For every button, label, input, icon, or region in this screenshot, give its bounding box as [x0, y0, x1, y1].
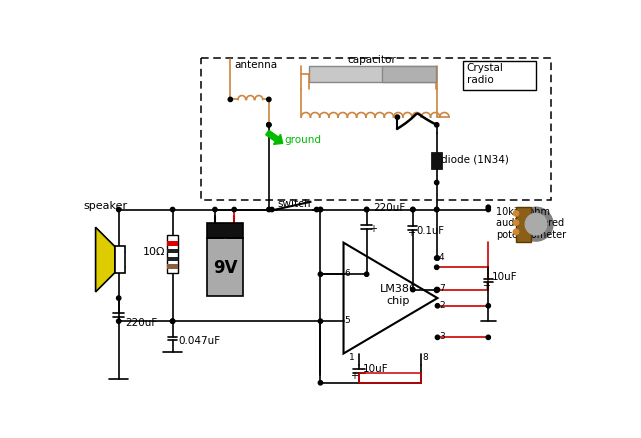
Circle shape	[411, 208, 415, 212]
Circle shape	[513, 220, 519, 226]
Circle shape	[171, 208, 175, 212]
Circle shape	[267, 124, 271, 128]
FancyArrow shape	[266, 131, 283, 145]
Text: diode (1N34): diode (1N34)	[440, 154, 508, 164]
Circle shape	[435, 208, 439, 212]
Text: +: +	[369, 224, 377, 234]
Circle shape	[435, 181, 439, 185]
Text: 7: 7	[439, 284, 445, 293]
Circle shape	[365, 208, 369, 212]
Circle shape	[513, 230, 519, 235]
Bar	[167, 235, 178, 274]
Circle shape	[525, 214, 547, 235]
Circle shape	[319, 319, 322, 324]
Text: 2: 2	[439, 300, 445, 309]
Circle shape	[267, 124, 271, 128]
Bar	[115, 247, 125, 273]
Circle shape	[171, 319, 175, 324]
Circle shape	[411, 288, 415, 292]
Circle shape	[232, 208, 237, 212]
Circle shape	[267, 98, 271, 102]
Circle shape	[411, 208, 415, 212]
Text: 10uF: 10uF	[492, 272, 518, 282]
Circle shape	[365, 208, 369, 212]
Bar	[309, 67, 436, 83]
Circle shape	[117, 296, 121, 300]
Circle shape	[486, 205, 490, 210]
Text: +: +	[114, 315, 122, 325]
Circle shape	[435, 256, 440, 261]
Bar	[201, 59, 551, 201]
Circle shape	[319, 208, 322, 212]
Circle shape	[315, 208, 319, 212]
Bar	[207, 238, 243, 296]
Circle shape	[319, 272, 322, 277]
Text: speaker: speaker	[83, 201, 128, 211]
Circle shape	[435, 288, 440, 292]
Circle shape	[213, 208, 217, 212]
Circle shape	[228, 98, 233, 102]
Text: 220uF: 220uF	[125, 318, 157, 328]
Text: +: +	[482, 281, 490, 291]
Text: +: +	[350, 371, 358, 381]
Text: 0.1uF: 0.1uF	[417, 226, 445, 235]
Bar	[463, 62, 536, 91]
Bar	[359, 373, 421, 383]
Circle shape	[365, 272, 369, 277]
Circle shape	[435, 336, 440, 340]
Circle shape	[395, 116, 399, 120]
Circle shape	[435, 124, 439, 128]
Bar	[207, 223, 243, 238]
Bar	[382, 67, 436, 83]
Text: LM386
chip: LM386 chip	[379, 284, 417, 305]
Text: capacitor: capacitor	[347, 55, 396, 65]
Circle shape	[435, 288, 439, 292]
Circle shape	[486, 208, 490, 212]
Text: 1: 1	[349, 352, 355, 361]
Circle shape	[435, 208, 439, 212]
Circle shape	[171, 319, 175, 324]
Circle shape	[267, 208, 271, 212]
Bar	[431, 152, 442, 170]
Circle shape	[435, 304, 440, 308]
Circle shape	[519, 208, 553, 241]
Text: 8: 8	[423, 352, 429, 361]
Circle shape	[486, 304, 490, 308]
Circle shape	[435, 265, 439, 270]
Circle shape	[117, 208, 121, 212]
Text: Crystal
radio: Crystal radio	[467, 64, 504, 85]
Text: 10kilo ohm
audio tapered
potentiometer: 10kilo ohm audio tapered potentiometer	[496, 206, 566, 239]
Bar	[167, 249, 178, 254]
Text: 9V: 9V	[213, 258, 237, 276]
Bar	[167, 257, 178, 261]
Text: 10uF: 10uF	[363, 363, 388, 373]
Text: antenna: antenna	[234, 60, 278, 70]
Text: 220uF: 220uF	[374, 202, 406, 212]
Circle shape	[319, 381, 322, 385]
Circle shape	[435, 289, 439, 293]
Text: +: +	[406, 228, 415, 238]
Circle shape	[319, 208, 322, 212]
Circle shape	[513, 211, 519, 216]
Circle shape	[117, 319, 121, 324]
Bar	[167, 241, 178, 246]
Text: ground: ground	[284, 135, 321, 145]
Circle shape	[486, 336, 490, 340]
Text: 6: 6	[344, 268, 350, 277]
Circle shape	[435, 256, 439, 261]
Bar	[516, 208, 531, 242]
Text: 10Ω: 10Ω	[142, 247, 165, 257]
Text: 4: 4	[439, 252, 445, 261]
Polygon shape	[96, 228, 115, 292]
Text: 0.047uF: 0.047uF	[178, 335, 220, 345]
Text: switch: switch	[278, 198, 311, 208]
Bar	[167, 265, 178, 269]
Circle shape	[270, 208, 274, 212]
Text: 3: 3	[439, 332, 445, 340]
Text: +: +	[219, 227, 231, 242]
Text: 5: 5	[344, 315, 350, 324]
